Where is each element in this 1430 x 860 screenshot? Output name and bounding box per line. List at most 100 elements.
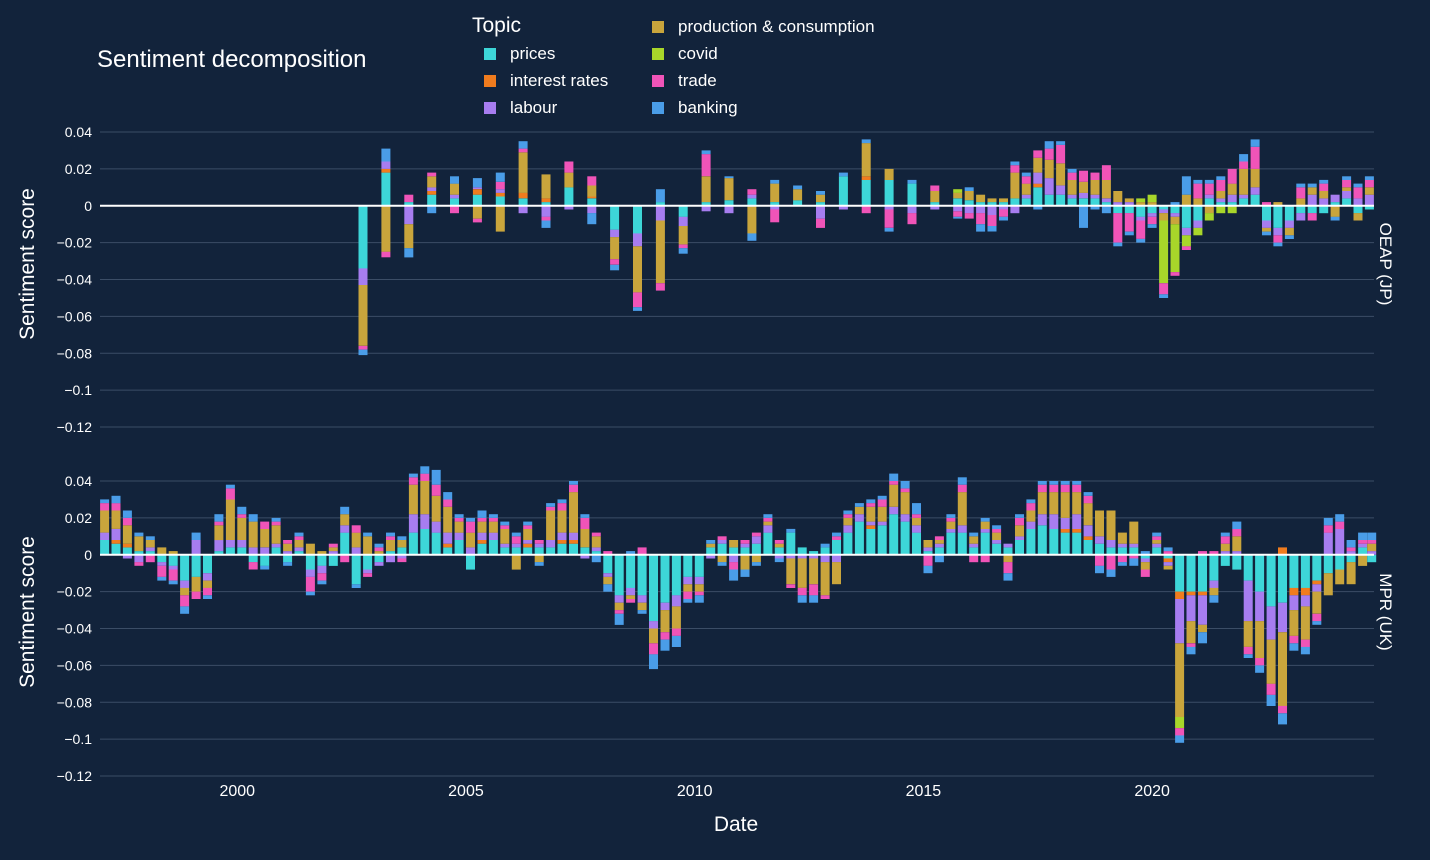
bar-segment-prices [500,547,510,555]
bar-segment-trade [587,176,597,186]
bar-segment-trade [351,525,361,533]
bar-segment-labour [774,554,784,559]
bar-segment-banking [774,558,784,563]
bar-segment-prices [786,532,796,555]
bar-segment-labour [1044,178,1054,195]
bar-segment-labour [610,229,620,238]
bar-segment-banking [472,178,482,188]
bar-segment-trade [495,181,505,190]
bar-segment-labour [626,587,636,596]
bar-segment-labour [1147,213,1157,217]
bar-segment-production-consumption [930,191,940,203]
bar-segment-labour [809,554,819,559]
bar-segment-trade [953,211,963,217]
legend-item-banking[interactable]: banking [652,97,738,119]
y-tick-label: −0.1 [64,382,92,398]
bar-segment-banking [305,591,315,596]
legend-item-labour[interactable]: labour [484,97,557,119]
bar-segment-banking [1021,172,1031,177]
bar-segment-labour [340,525,350,533]
bar-segment-trade [820,595,830,599]
bar-segment-labour [145,547,155,552]
bar-segment-labour [660,602,670,611]
y-tick-label: 0 [84,547,92,563]
bar-segment-prices [294,551,304,555]
bar-segment-labour [180,580,190,588]
bar-segment-prices [564,187,574,206]
bar-segment-production-consumption [964,191,974,201]
bar-segment-interest-rates [1300,587,1310,596]
bar-segment-banking [454,514,464,518]
bar-segment-labour [541,205,551,217]
bar-segment-banking [248,514,258,522]
bar-segment-banking [706,540,716,544]
bar-segment-banking [1101,205,1111,214]
legend-item-covid[interactable]: covid [652,43,718,65]
bar-segment-labour [358,268,368,285]
bar-segment-labour [168,565,178,570]
bar-segment-prices [1152,547,1162,555]
bar-segment-labour [1037,514,1047,526]
legend-item-production-consumption[interactable]: production & consumption [652,16,875,38]
bar-segment-labour [637,595,647,603]
bar-segment-labour [450,194,459,199]
bar-segment-trade [1060,484,1070,493]
bar-segment-trade [248,562,258,570]
legend-item-trade[interactable]: trade [652,70,717,92]
bar-segment-labour [580,554,590,559]
bar-segment-prices [587,198,597,206]
bar-segment-labour [511,543,521,548]
bar-segment-production-consumption [454,521,464,533]
bar-segment-banking [1284,235,1294,239]
legend-item-interest-rates[interactable]: interest rates [484,70,608,92]
bar-segment-banking [889,473,899,481]
bar-segment-banking [237,506,247,515]
bar-segment-trade [1255,658,1265,666]
bar-segment-trade [1307,213,1317,221]
bar-segment-banking [1049,481,1059,485]
bar-segment-trade [900,488,910,493]
bar-segment-banking [466,517,475,522]
bar-segment-labour [838,205,848,210]
bar-segment-interest-rates [1175,591,1185,599]
bar-segment-labour [1289,595,1299,611]
bar-segment-banking [397,536,407,540]
chart-title: Sentiment decomposition [97,46,367,73]
bar-segment-prices [626,554,636,588]
bar-segment-trade [450,205,459,214]
bar-segment-prices [603,554,613,574]
bar-segment-prices [328,554,338,566]
legend-item-prices[interactable]: prices [484,43,555,65]
bar-segment-production-consumption [1056,163,1066,186]
bar-segment-labour [122,554,132,559]
bar-segment-banking [271,517,281,522]
bar-segment-production-consumption [861,143,871,177]
y-tick-label: 0.02 [65,510,92,526]
bar-segment-trade [912,514,921,518]
bar-segment-prices [660,554,670,603]
bar-segment-labour [866,521,876,526]
bar-segment-production-consumption [1147,202,1157,206]
bar-segment-labour [740,543,750,548]
bar-segment-banking [477,510,487,518]
bar-segment-production-consumption [225,499,235,540]
bar-segment-covid [1147,194,1157,203]
bar-segment-production-consumption [1220,543,1230,552]
bar-segment-production-consumption [877,506,887,522]
bar-segment-prices [729,547,739,555]
bar-segment-trade [564,161,574,173]
bar-segment-banking [495,172,505,182]
bar-segment-banking [861,139,871,144]
y-axis-title: Sentiment score [16,188,39,340]
bar-segment-production-consumption [786,558,796,585]
bar-segment-labour [1186,595,1196,622]
bar-segment-labour [907,205,917,214]
bar-segment-trade [729,562,739,570]
bar-segment-banking [283,562,293,566]
bar-segment-labour [953,205,963,212]
bar-segment-labour [1273,227,1283,236]
bar-segment-trade [358,345,368,350]
bar-segment-trade [1072,484,1082,493]
bar-segment-banking [763,514,773,518]
bar-segment-labour [587,205,597,214]
